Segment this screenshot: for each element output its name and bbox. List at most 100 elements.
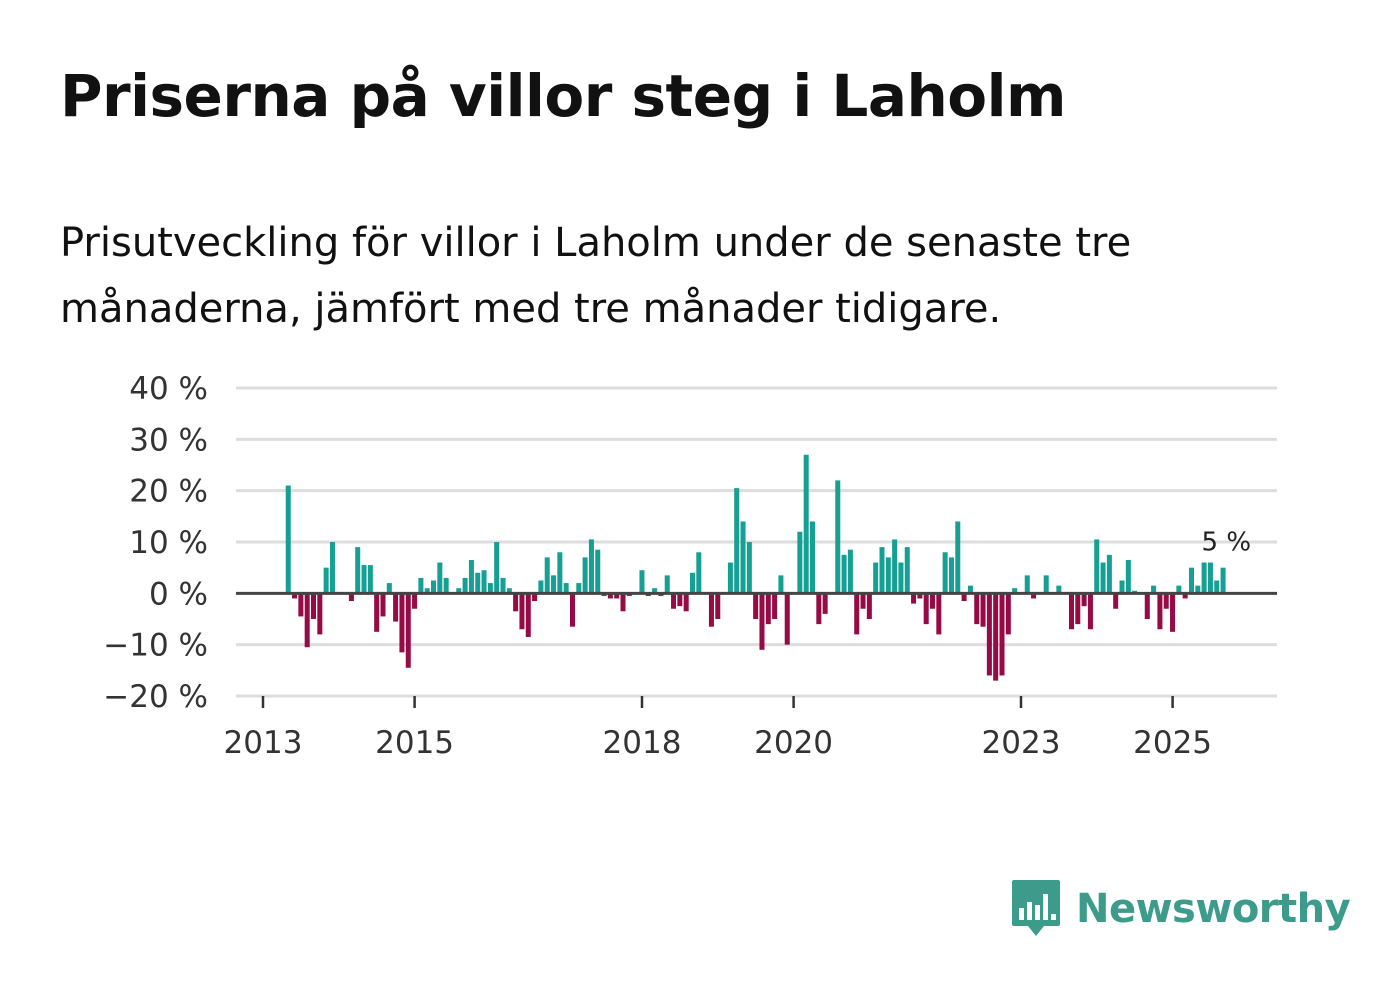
bar-negative <box>917 593 923 599</box>
bar-positive <box>1106 554 1112 594</box>
bar-negative <box>348 593 354 602</box>
bar-positive <box>475 572 481 594</box>
bar-negative <box>911 593 917 604</box>
chart-title: Priserna på villor steg i Laholm <box>60 62 1066 130</box>
bar-negative <box>1144 593 1150 619</box>
bar-negative <box>753 593 759 619</box>
bar-positive <box>810 521 816 594</box>
bar-positive <box>487 583 493 594</box>
bar-positive <box>494 542 500 594</box>
bar-positive <box>841 554 847 594</box>
bar-negative <box>513 593 519 612</box>
bar-positive <box>1220 567 1226 594</box>
y-axis-labels: 40 % 30 % 20 % 10 % 0 % −10 % −20 % <box>103 371 208 715</box>
bar-negative <box>854 593 860 635</box>
bar-negative <box>930 593 936 609</box>
bar-negative <box>860 593 866 609</box>
bar-negative <box>715 593 721 619</box>
bar-negative <box>986 593 992 676</box>
bar-positive <box>1151 585 1157 594</box>
bar-negative <box>607 593 613 599</box>
bar-negative <box>374 593 380 632</box>
bar-positive <box>847 549 853 594</box>
bar-positive <box>696 552 702 594</box>
bar-positive <box>948 557 954 594</box>
bars <box>285 454 1226 681</box>
bar-negative <box>1113 593 1119 609</box>
bar-negative <box>961 593 967 602</box>
x-tick-label: 2015 <box>375 725 454 761</box>
brand-name: Newsworthy <box>1076 886 1351 932</box>
y-tick-label: −20 % <box>103 679 208 715</box>
bar-positive <box>355 547 361 594</box>
y-tick-label: 10 % <box>129 525 208 561</box>
bar-positive <box>1125 559 1131 594</box>
y-tick-label: 40 % <box>129 371 208 407</box>
bar-positive <box>462 577 468 594</box>
bar-negative <box>298 593 304 617</box>
bar-positive <box>481 570 487 594</box>
bar-negative <box>304 593 310 648</box>
latest-value-annotation: 5 % <box>1202 528 1252 558</box>
bar-negative <box>708 593 714 627</box>
bar-negative <box>292 593 298 599</box>
bar-positive <box>689 572 695 594</box>
bar-negative <box>1087 593 1093 630</box>
bar-positive <box>1188 567 1194 594</box>
bar-negative <box>399 593 405 653</box>
bar-positive <box>803 454 809 594</box>
newsworthy-logo-icon <box>1012 880 1060 936</box>
bar-positive <box>544 557 550 594</box>
bar-negative <box>1068 593 1074 630</box>
bar-positive <box>386 583 392 594</box>
grid-lines <box>236 386 1277 698</box>
bar-negative <box>1081 593 1087 607</box>
bar-positive <box>967 585 973 594</box>
bar-positive <box>582 557 588 594</box>
bar-positive <box>1100 562 1106 594</box>
x-tick-label: 2020 <box>754 725 833 761</box>
bar-negative <box>393 593 399 622</box>
bar-positive <box>563 583 569 594</box>
bar-positive <box>551 575 557 594</box>
bar-negative <box>405 593 411 668</box>
bar-positive <box>424 588 430 594</box>
bar-positive <box>664 575 670 594</box>
bar-positive <box>1094 539 1100 594</box>
bar-positive <box>506 588 512 594</box>
bar-negative <box>999 593 1005 676</box>
bar-negative <box>412 593 418 609</box>
bar-negative <box>380 593 386 617</box>
x-tick-label: 2018 <box>603 725 682 761</box>
bar-positive <box>431 580 437 594</box>
bar-positive <box>1201 562 1207 594</box>
bar-positive <box>727 562 733 594</box>
bar-negative <box>759 593 765 650</box>
x-tick-label: 2023 <box>982 725 1061 761</box>
bar-positive <box>898 562 904 594</box>
bar-positive <box>873 562 879 594</box>
bar-positive <box>468 559 474 594</box>
bar-negative <box>765 593 771 625</box>
bar-negative <box>525 593 531 637</box>
bar-positive <box>1043 575 1049 594</box>
bar-negative <box>532 593 538 602</box>
y-tick-label: 0 % <box>149 576 208 612</box>
bar-negative <box>1163 593 1169 609</box>
bar-positive <box>456 588 462 594</box>
bar-positive <box>1119 580 1125 594</box>
newsworthy-brand[interactable]: Newsworthy <box>1010 878 1351 940</box>
bar-negative <box>772 593 778 619</box>
bar-negative <box>974 593 980 625</box>
bar-positive <box>500 577 506 594</box>
bar-positive <box>361 565 367 594</box>
bar-negative <box>936 593 942 635</box>
bar-negative <box>1157 593 1163 630</box>
bar-positive <box>1207 562 1213 594</box>
bar-positive <box>1012 588 1018 594</box>
bar-positive <box>285 485 291 594</box>
y-tick-label: −10 % <box>103 628 208 664</box>
bar-positive <box>329 542 335 594</box>
bar-negative <box>784 593 790 645</box>
bar-positive <box>437 562 443 594</box>
